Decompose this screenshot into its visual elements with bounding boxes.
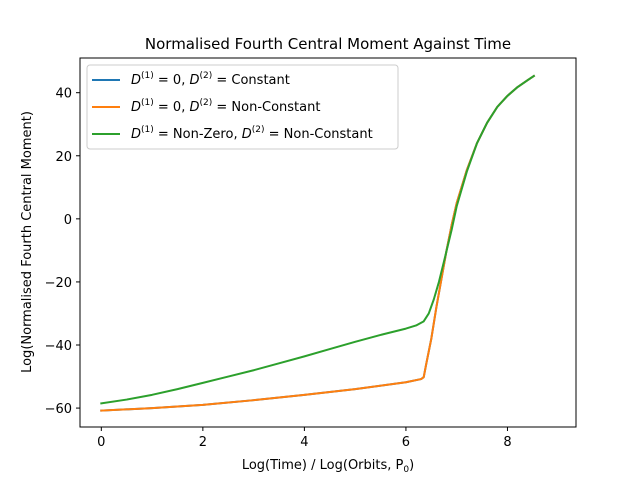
legend-2-eq2: = <box>212 100 231 115</box>
series-lines <box>100 74 536 412</box>
y-tick-label: 20 <box>55 150 72 165</box>
axis-ticks: 0 2 4 6 8 −60 −40 −20 0 20 40 <box>45 87 512 450</box>
x-tick-label: 8 <box>503 435 511 450</box>
x-tick-label: 2 <box>199 435 207 450</box>
legend-1-d1-sup: (1) <box>141 71 154 81</box>
x-axis-label-subscript: 0 <box>403 465 409 475</box>
legend-1-d2: D <box>189 73 199 88</box>
x-tick-label: 6 <box>402 435 410 450</box>
legend-2-d2: D <box>189 100 199 115</box>
x-tick-label: 4 <box>300 435 308 450</box>
legend-label-3: D(1) = Non-Zero, D(2) = Non-Constant <box>131 125 373 142</box>
legend-2-d2-sup: (2) <box>199 98 212 108</box>
legend-label-1: D(1) = 0, D(2) = Constant <box>131 71 290 88</box>
y-tick-label: −20 <box>45 276 72 291</box>
legend-1-eq1: = 0, <box>154 73 190 88</box>
x-axis-label: Log(Time) / Log(Orbits, P0) <box>242 458 414 475</box>
legend-1-tail: Constant <box>231 73 289 88</box>
legend-label-2: D(1) = 0, D(2) = Non-Constant <box>131 98 320 115</box>
y-tick-label: −60 <box>45 402 72 417</box>
legend-box <box>86 64 399 150</box>
legend-3-eq2: = <box>264 127 283 142</box>
x-tick-label: 0 <box>97 435 105 450</box>
legend-3-d2-sup: (2) <box>252 125 265 135</box>
legend-2-eq1: = 0, <box>154 100 190 115</box>
y-tick-label: 40 <box>55 87 72 102</box>
x-axis-label-text: Log(Time) / Log(Orbits, P <box>242 458 404 473</box>
legend-3-d2: D <box>242 127 252 142</box>
x-axis-label-close: ) <box>409 458 414 473</box>
legend-1-d1: D <box>131 73 141 88</box>
y-tick-label: 0 <box>64 213 72 228</box>
legend-2-tail: Non-Constant <box>231 100 320 115</box>
y-axis-label: Log(Normalised Fourth Central Moment) <box>20 111 35 373</box>
legend-1-eq2: = <box>212 73 231 88</box>
legend-1-d2-sup: (2) <box>199 71 212 81</box>
legend-2-d1-sup: (1) <box>141 98 154 108</box>
chart-title: Normalised Fourth Central Moment Against… <box>145 35 511 53</box>
y-tick-label: −40 <box>45 339 72 354</box>
legend-3-d1-sup: (1) <box>141 125 154 135</box>
legend-3-eq1: = Non-Zero, <box>154 127 242 142</box>
legend-3-tail: Non-Constant <box>284 127 373 142</box>
legend-3-d1: D <box>131 127 141 142</box>
legend: D(1) = 0, D(2) = Constant D(1) = 0, D(2)… <box>86 64 399 150</box>
plot-area-frame <box>79 57 577 428</box>
series-line-non-zero-drift <box>100 74 536 405</box>
legend-2-d1: D <box>131 100 141 115</box>
